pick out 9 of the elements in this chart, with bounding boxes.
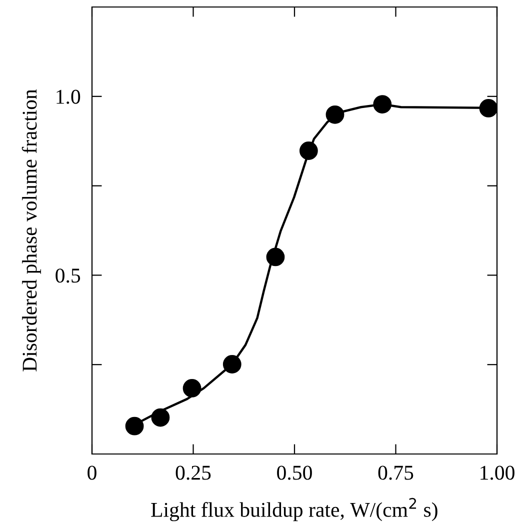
y-tick-label: 1.0 [56,90,80,104]
x-tick-label: 0.75 [378,466,414,480]
x-axis-title: Light flux buildup rate, W/(cm$^{2}$ s) [151,498,438,522]
x-tick-label: 1.00 [480,466,514,480]
x-tick-label: 0.25 [176,466,211,480]
x-tick-label: 0 [88,466,96,480]
y-tick-label: 0.5 [56,268,80,283]
x-tick-label: 0.50 [277,466,312,480]
y-axis-title: Disordered phase volume fraction [22,89,41,372]
